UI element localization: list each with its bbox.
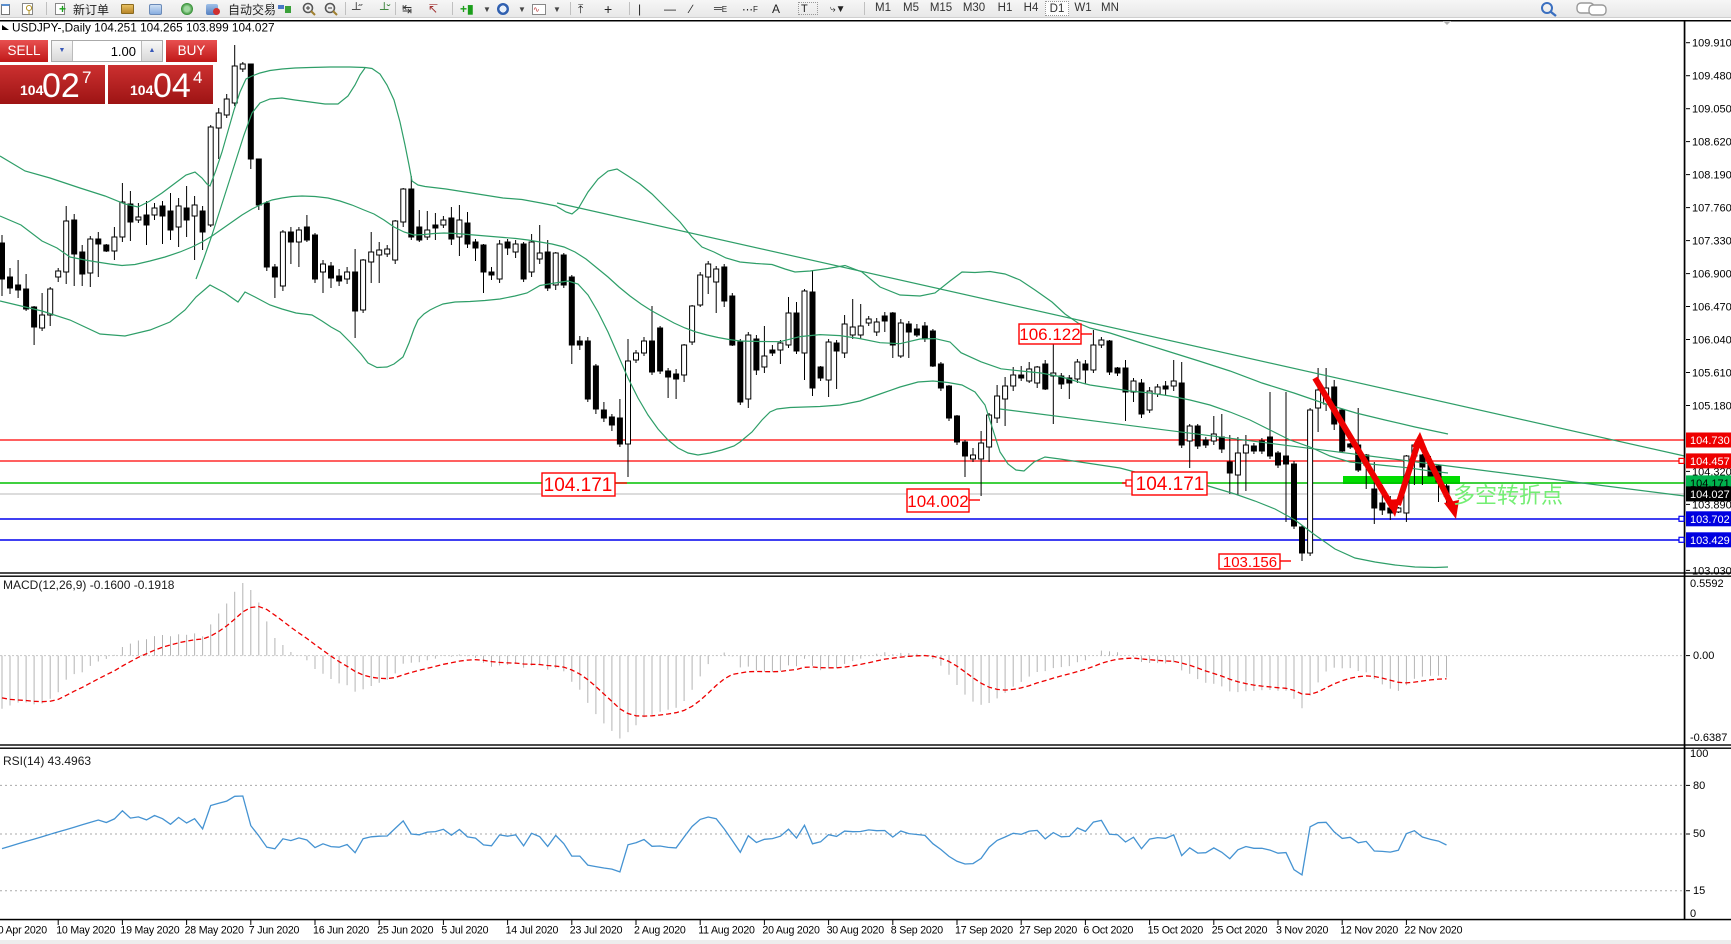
svg-text:2 Aug 2020: 2 Aug 2020 <box>634 925 686 937</box>
svg-text:106.040: 106.040 <box>1692 335 1731 347</box>
svg-text:30 Apr 2020: 30 Apr 2020 <box>0 925 47 937</box>
svg-text:19 May 2020: 19 May 2020 <box>120 925 179 937</box>
svg-text:30 Aug 2020: 30 Aug 2020 <box>827 925 885 937</box>
svg-text:15: 15 <box>1693 885 1705 897</box>
svg-text:103.156: 103.156 <box>1223 554 1277 571</box>
svg-text:106.470: 106.470 <box>1692 302 1731 314</box>
svg-text:109.480: 109.480 <box>1692 71 1731 83</box>
svg-text:0.00: 0.00 <box>1693 650 1714 662</box>
svg-text:80: 80 <box>1693 780 1705 792</box>
svg-text:17 Sep 2020: 17 Sep 2020 <box>955 925 1013 937</box>
svg-text:109.050: 109.050 <box>1692 104 1731 116</box>
svg-text:107.760: 107.760 <box>1692 203 1731 215</box>
svg-text:107.330: 107.330 <box>1692 236 1731 248</box>
svg-text:11 Aug 2020: 11 Aug 2020 <box>698 925 755 937</box>
svg-text:7 Jun 2020: 7 Jun 2020 <box>249 925 300 937</box>
svg-text:3 Nov 2020: 3 Nov 2020 <box>1276 925 1328 937</box>
svg-text:22 Nov 2020: 22 Nov 2020 <box>1404 925 1462 937</box>
svg-text:25 Oct 2020: 25 Oct 2020 <box>1212 925 1268 937</box>
svg-text:28 May 2020: 28 May 2020 <box>185 925 244 937</box>
svg-text:5 Jul 2020: 5 Jul 2020 <box>441 925 488 937</box>
svg-text:多空转折点: 多空转折点 <box>1453 483 1563 508</box>
svg-text:104.730: 104.730 <box>1690 435 1730 447</box>
svg-text:105.180: 105.180 <box>1692 401 1731 413</box>
svg-text:103.429: 103.429 <box>1690 535 1730 547</box>
svg-text:8 Sep 2020: 8 Sep 2020 <box>891 925 944 937</box>
svg-text:100: 100 <box>1690 748 1708 760</box>
svg-text:27 Sep 2020: 27 Sep 2020 <box>1019 925 1077 937</box>
svg-text:23 Jul 2020: 23 Jul 2020 <box>570 925 623 937</box>
svg-text:12 Nov 2020: 12 Nov 2020 <box>1340 925 1398 937</box>
svg-text:103.030: 103.030 <box>1692 565 1731 577</box>
svg-text:104.002: 104.002 <box>907 492 968 511</box>
svg-text:USDJPY-,Daily 104.251 104.265: USDJPY-,Daily 104.251 104.265 103.899 10… <box>12 21 275 35</box>
svg-text:25 Jun 2020: 25 Jun 2020 <box>377 925 433 937</box>
svg-text:106.122: 106.122 <box>1019 325 1080 344</box>
svg-text:-0.6387: -0.6387 <box>1690 732 1727 744</box>
svg-text:RSI(14) 43.4963: RSI(14) 43.4963 <box>3 754 91 768</box>
svg-text:0.5592: 0.5592 <box>1690 578 1724 590</box>
svg-text:109.910: 109.910 <box>1692 38 1731 50</box>
svg-text:103.702: 103.702 <box>1690 514 1730 526</box>
svg-text:10 May 2020: 10 May 2020 <box>56 925 115 937</box>
svg-text:MACD(12,26,9) -0.1600 -0.1918: MACD(12,26,9) -0.1600 -0.1918 <box>3 578 175 592</box>
svg-text:104.027: 104.027 <box>1690 489 1730 501</box>
svg-text:108.190: 108.190 <box>1692 170 1731 182</box>
svg-text:105.610: 105.610 <box>1692 368 1731 380</box>
svg-text:15 Oct 2020: 15 Oct 2020 <box>1148 925 1204 937</box>
svg-text:103.890: 103.890 <box>1692 499 1731 511</box>
svg-text:14 Jul 2020: 14 Jul 2020 <box>506 925 559 937</box>
svg-text:104.171: 104.171 <box>544 475 613 496</box>
svg-text:104.457: 104.457 <box>1690 456 1730 468</box>
svg-text:16 Jun 2020: 16 Jun 2020 <box>313 925 369 937</box>
svg-text:108.620: 108.620 <box>1692 137 1731 149</box>
svg-text:106.900: 106.900 <box>1692 269 1731 281</box>
svg-text:6 Oct 2020: 6 Oct 2020 <box>1083 925 1133 937</box>
svg-text:20 Aug 2020: 20 Aug 2020 <box>762 925 820 937</box>
svg-text:50: 50 <box>1693 828 1705 840</box>
svg-text:104.171: 104.171 <box>1136 474 1205 495</box>
svg-text:0: 0 <box>1690 908 1696 920</box>
